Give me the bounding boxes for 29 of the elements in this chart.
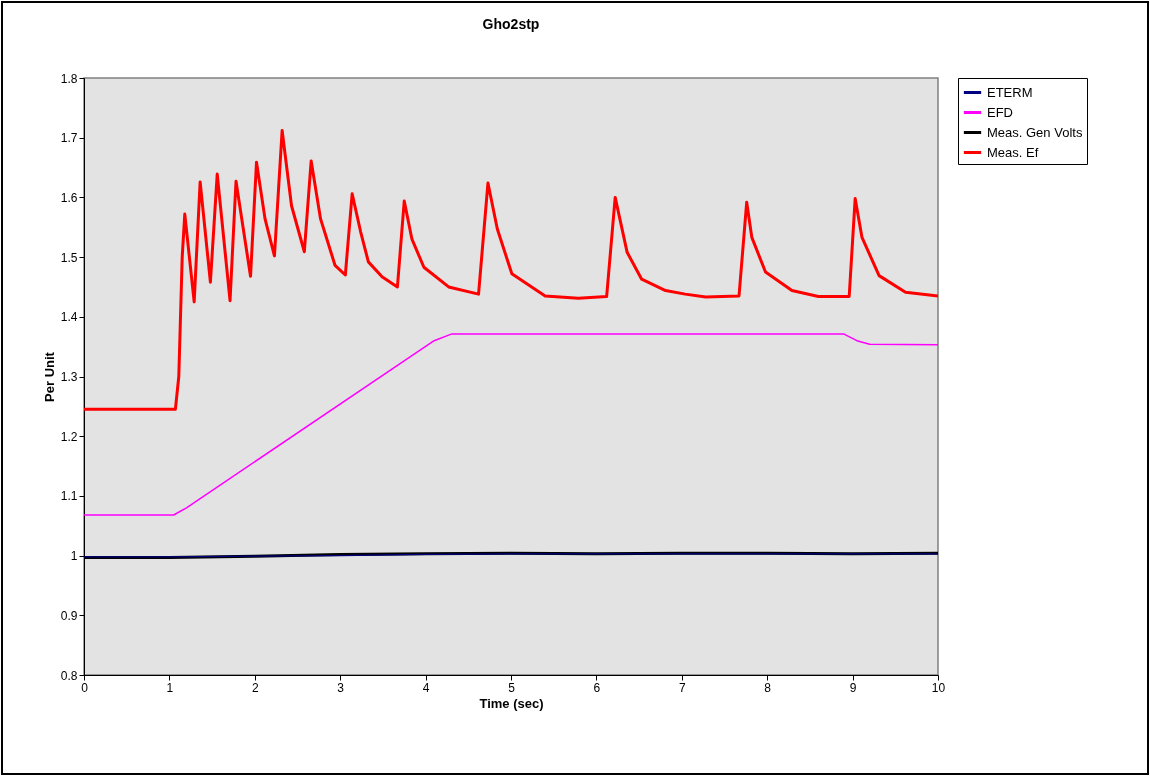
legend-label: EFD — [987, 104, 1013, 120]
x-tick-label: 4 — [422, 680, 430, 695]
y-tick-label: 1.1 — [60, 489, 78, 504]
x-tick-label: 1 — [166, 680, 174, 695]
y-tick-label: 1.4 — [60, 310, 78, 325]
y-tick-label: 1 — [70, 549, 78, 564]
x-tick-label: 0 — [81, 680, 89, 695]
x-tick-label: 10 — [931, 680, 946, 695]
y-tick-label: 1.3 — [60, 370, 78, 384]
y-tick-label: 0.9 — [60, 608, 78, 623]
x-tick-label: 5 — [508, 680, 516, 695]
x-axis-title: Time (sec) — [479, 695, 544, 711]
x-tick-label: 3 — [337, 680, 345, 695]
y-axis-title: Per Unit — [41, 351, 57, 402]
x-tick-label: 2 — [251, 680, 259, 695]
chart-title: Gho2stp — [482, 16, 540, 32]
legend-label: Meas. Ef — [987, 144, 1039, 160]
y-tick-label: 1.8 — [60, 71, 78, 86]
legend-label: Meas. Gen Volts — [987, 124, 1083, 140]
y-tick-label: 0.8 — [60, 668, 78, 683]
legend-label: ETERM — [987, 84, 1033, 100]
y-tick-label: 1.5 — [60, 250, 78, 265]
x-tick-label: 6 — [593, 680, 601, 695]
y-tick-label: 1.2 — [60, 429, 78, 444]
x-tick-label: 8 — [764, 680, 772, 695]
x-tick-label: 9 — [849, 680, 857, 695]
y-tick-label: 1.6 — [60, 190, 78, 205]
y-tick-label: 1.7 — [60, 131, 78, 146]
x-tick-label: 7 — [678, 680, 686, 695]
